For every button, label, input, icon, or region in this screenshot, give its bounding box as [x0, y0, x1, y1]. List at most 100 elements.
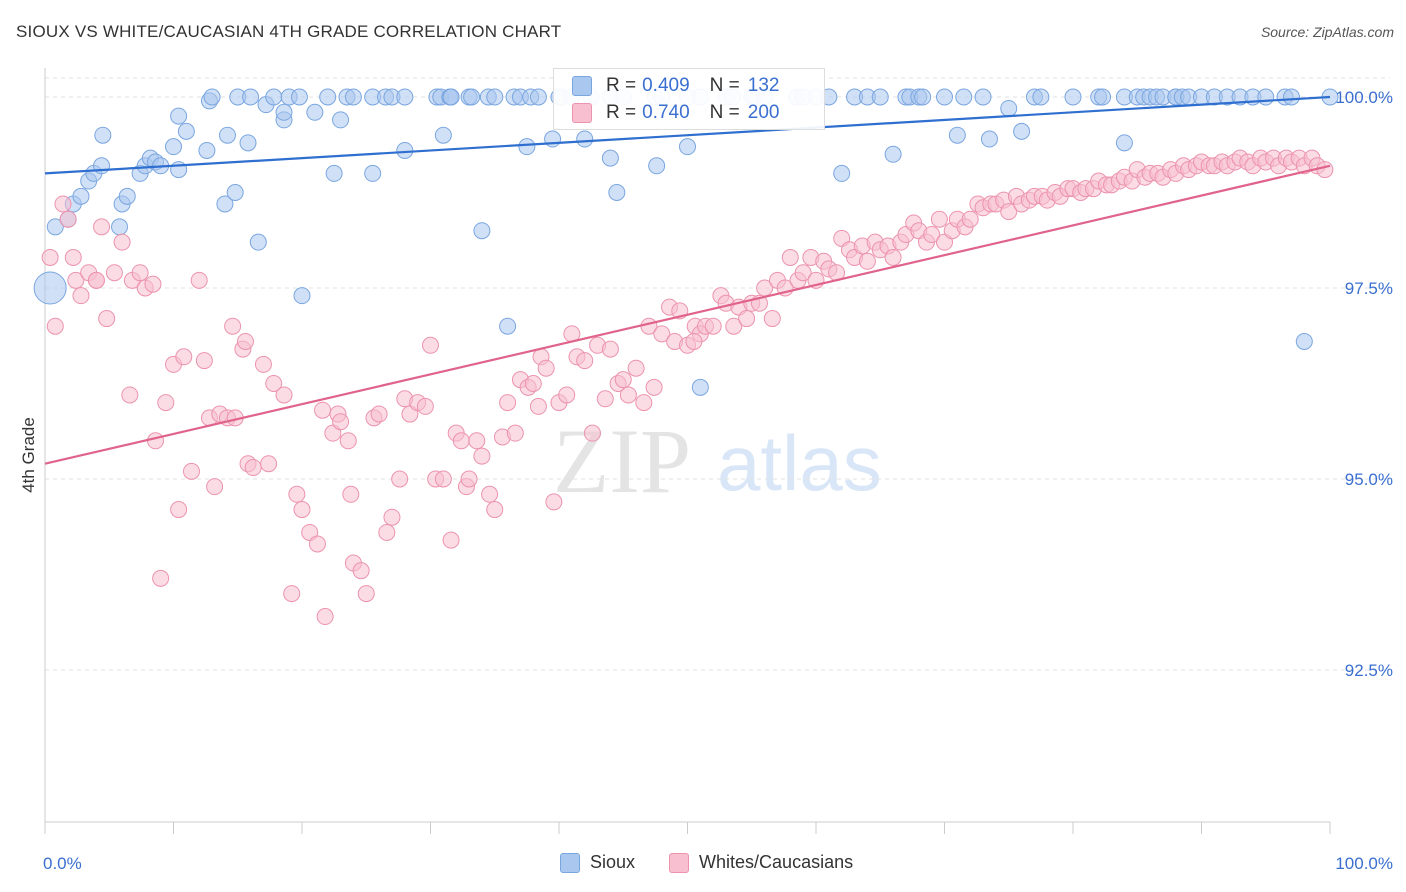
white-point	[190, 271, 208, 289]
white-point	[614, 371, 632, 389]
white-point	[195, 352, 213, 370]
white-point	[416, 397, 434, 415]
sioux-point	[679, 138, 696, 156]
white-point	[442, 531, 460, 549]
white-point	[67, 271, 85, 289]
sioux-point	[203, 88, 221, 106]
sioux-point	[974, 88, 992, 106]
white-point	[206, 478, 224, 496]
white-point	[332, 413, 350, 431]
white-point	[131, 264, 149, 282]
sioux-point	[1257, 88, 1275, 106]
white-point	[1000, 203, 1018, 221]
white-point	[481, 485, 499, 503]
legend-item-white[interactable]: Whites/Caucasians	[669, 852, 853, 873]
legend-label-sioux: Sioux	[590, 852, 636, 872]
white-point	[59, 210, 77, 228]
white-point	[72, 287, 90, 305]
white-point	[316, 608, 334, 626]
sioux-point	[242, 88, 260, 106]
white-point	[619, 386, 637, 404]
white-point	[308, 535, 326, 553]
white-point	[87, 271, 105, 289]
white-point	[923, 226, 941, 244]
sioux-point	[1032, 88, 1050, 106]
sioux-point	[691, 378, 709, 396]
white-point	[224, 317, 242, 335]
axis-labels: 100.0% 97.5% 95.0% 92.5% 0.0% 100.0% 4th Grade	[19, 88, 1393, 873]
white-point	[93, 218, 111, 236]
watermark: ZIP atlas	[553, 410, 882, 512]
sioux-swatch-icon	[572, 76, 592, 96]
white-point	[352, 562, 370, 580]
white-point	[260, 455, 278, 473]
white-point	[391, 470, 409, 488]
sioux-point	[396, 141, 414, 159]
white-point	[645, 378, 663, 396]
x-tick-label-max: 100.0%	[1335, 854, 1393, 873]
sioux-point	[332, 111, 350, 129]
n-value: 132	[747, 75, 780, 96]
sioux-point	[177, 122, 195, 140]
white-point	[288, 485, 306, 503]
sioux-point	[948, 126, 966, 144]
white-points	[41, 149, 1334, 626]
white-point	[283, 585, 301, 603]
sioux-point	[955, 88, 973, 106]
legend-label-white: Whites/Caucasians	[699, 852, 854, 872]
sioux-point	[914, 88, 932, 106]
white-point	[41, 248, 59, 266]
sioux-point	[1115, 134, 1133, 152]
sioux-point	[463, 88, 481, 106]
white-point	[499, 394, 517, 412]
sioux-point	[936, 88, 953, 106]
sioux-point	[118, 187, 136, 205]
sioux-point	[33, 271, 67, 305]
sioux-point	[216, 195, 234, 213]
white-point	[685, 332, 703, 350]
legend-item-sioux[interactable]: Sioux	[560, 852, 635, 873]
white-point	[147, 432, 165, 450]
white-point	[452, 432, 470, 450]
sioux-point	[1000, 99, 1018, 117]
white-trend-line	[44, 164, 1331, 465]
white-point	[725, 317, 743, 335]
white-point	[254, 355, 272, 373]
white-point	[794, 264, 812, 282]
white-point	[627, 359, 645, 377]
sioux-point	[170, 107, 188, 125]
white-point	[275, 386, 293, 404]
white-point	[473, 447, 491, 465]
white-point	[105, 264, 123, 282]
white-point	[293, 501, 311, 519]
sioux-point	[111, 218, 129, 236]
sioux-point	[165, 138, 182, 156]
white-point	[529, 397, 547, 415]
sioux-point	[576, 130, 594, 148]
white-point	[357, 585, 375, 603]
sioux-point	[833, 164, 851, 182]
white-point	[434, 470, 452, 488]
white-point	[524, 375, 542, 392]
sioux-point	[198, 141, 216, 159]
sioux-point	[319, 88, 337, 106]
white-point	[738, 310, 756, 328]
stats-row-white: R = 0.740 N = 200	[572, 101, 779, 125]
legend: Sioux Whites/Caucasians	[560, 852, 853, 873]
sioux-point	[980, 130, 998, 148]
white-point	[763, 310, 781, 328]
n-label: N =	[709, 102, 740, 123]
sioux-point	[1282, 88, 1300, 106]
sioux-point	[1064, 88, 1082, 106]
white-point	[460, 470, 478, 488]
y-tick-label: 100.0%	[1335, 88, 1393, 107]
sioux-point	[601, 149, 619, 167]
white-point	[1316, 161, 1334, 179]
sioux-point	[1094, 88, 1112, 106]
sioux-trend-line	[44, 95, 1331, 175]
sioux-point	[325, 164, 343, 182]
white-point	[486, 501, 504, 519]
white-point	[54, 195, 72, 213]
y-tick-label: 97.5%	[1345, 279, 1393, 298]
white-point	[545, 493, 563, 511]
